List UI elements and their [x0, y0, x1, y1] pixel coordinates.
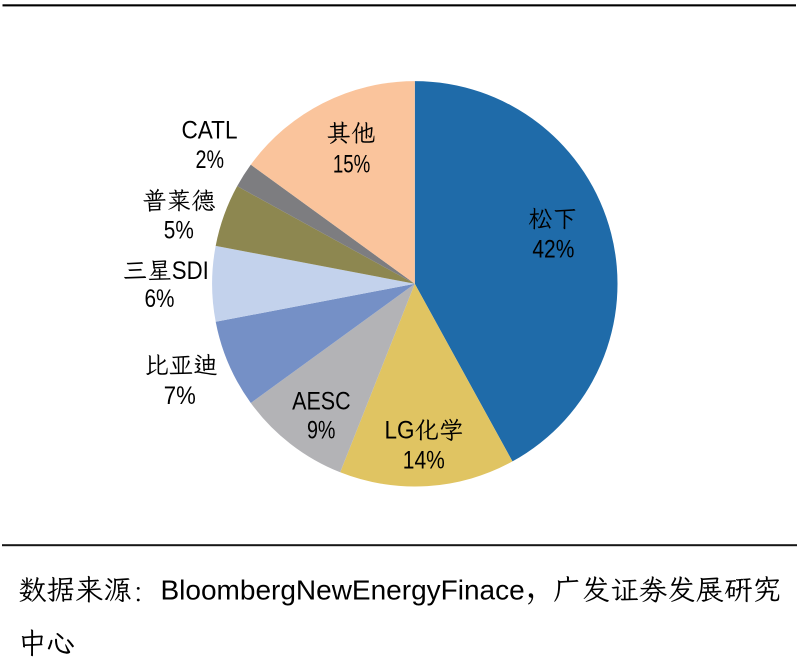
svg-text:2%: 2%	[196, 146, 225, 174]
svg-text:42%: 42%	[532, 236, 574, 264]
svg-text:BloombergNewEnergyFinace: BloombergNewEnergyFinace	[161, 575, 525, 606]
svg-text:SDI: SDI	[172, 257, 209, 285]
svg-text:7%: 7%	[164, 382, 196, 410]
svg-text:5%: 5%	[164, 217, 194, 245]
svg-text:6%: 6%	[145, 285, 175, 313]
svg-text:LG: LG	[385, 417, 415, 445]
svg-text:AESC: AESC	[292, 388, 351, 416]
svg-text:15%: 15%	[333, 151, 371, 179]
svg-text:14%: 14%	[403, 447, 445, 475]
svg-text:CATL: CATL	[182, 117, 238, 145]
svg-text:9%: 9%	[307, 417, 336, 445]
